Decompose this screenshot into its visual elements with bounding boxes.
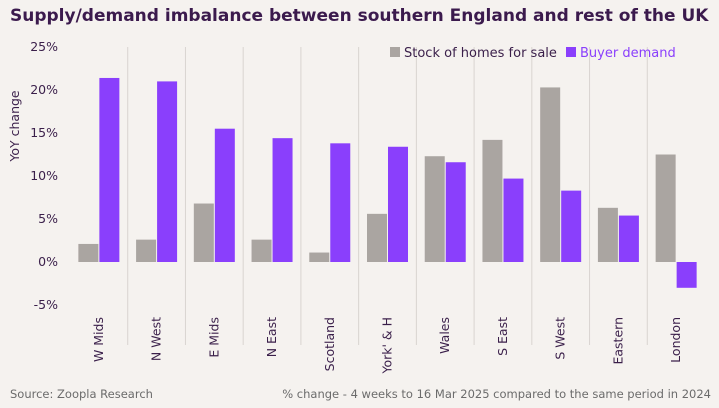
stock-bar [597,207,618,262]
x-category-label: London [668,317,683,363]
x-category-label: N West [149,317,164,361]
stock-bar [193,203,214,262]
y-axis-title: YoY change [7,90,22,163]
chart-title: Supply/demand imbalance between southern… [10,6,709,26]
y-tick-label: 25% [30,39,58,54]
stock-bar [78,243,99,262]
x-category-label: S East [495,317,510,356]
y-tick-label: 20% [30,82,58,97]
bars [78,77,697,288]
demand-bar [99,77,120,263]
demand-bar [388,146,408,262]
x-axis: W Mids N West E Mids N East Scotland York' & … [91,317,683,375]
y-axis: -5% 0% 5% 10% 15% 20% 25% YoY change [7,39,58,312]
y-tick-label: 5% [38,211,58,226]
demand-bar [676,262,697,288]
legend-label: Stock of homes for sale [404,46,557,61]
x-category-label: N East [264,317,279,357]
demand-bar [330,143,351,262]
demand-bar [445,162,466,262]
y-tick-label: 0% [38,254,58,269]
y-tick-label: 15% [30,125,58,140]
stock-bar [309,252,330,262]
source-note: Source: Zoopla Research [10,387,153,401]
demand-bar [272,138,293,262]
demand-bar [157,81,178,263]
stock-bar [540,87,561,262]
stock-bar [367,213,387,262]
demand-bar [561,190,582,262]
legend-swatch [566,47,576,57]
x-category-label: Wales [437,317,452,354]
x-category-label: W Mids [91,317,106,362]
stock-bar [251,239,272,262]
x-category-label: E Mids [206,317,221,358]
legend: Stock of homes for sale Buyer demand [390,46,676,61]
y-tick-label: -5% [34,297,58,312]
period-note: % change - 4 weeks to 16 Mar 2025 compar… [282,387,711,401]
x-category-label: York' & H [380,317,395,375]
y-tick-label: 10% [30,168,58,183]
x-category-label: S West [553,317,568,360]
legend-swatch [390,47,400,57]
demand-bar [214,128,235,262]
x-category-label: Eastern [610,317,625,365]
stock-bar [482,139,503,262]
grid-lines [127,47,648,345]
x-category-label: Scotland [322,317,337,371]
demand-bar [503,178,524,262]
legend-label: Buyer demand [580,46,676,61]
stock-bar [424,156,445,262]
demand-bar [618,215,639,262]
stock-bar [136,239,157,262]
stock-bar [655,154,676,262]
